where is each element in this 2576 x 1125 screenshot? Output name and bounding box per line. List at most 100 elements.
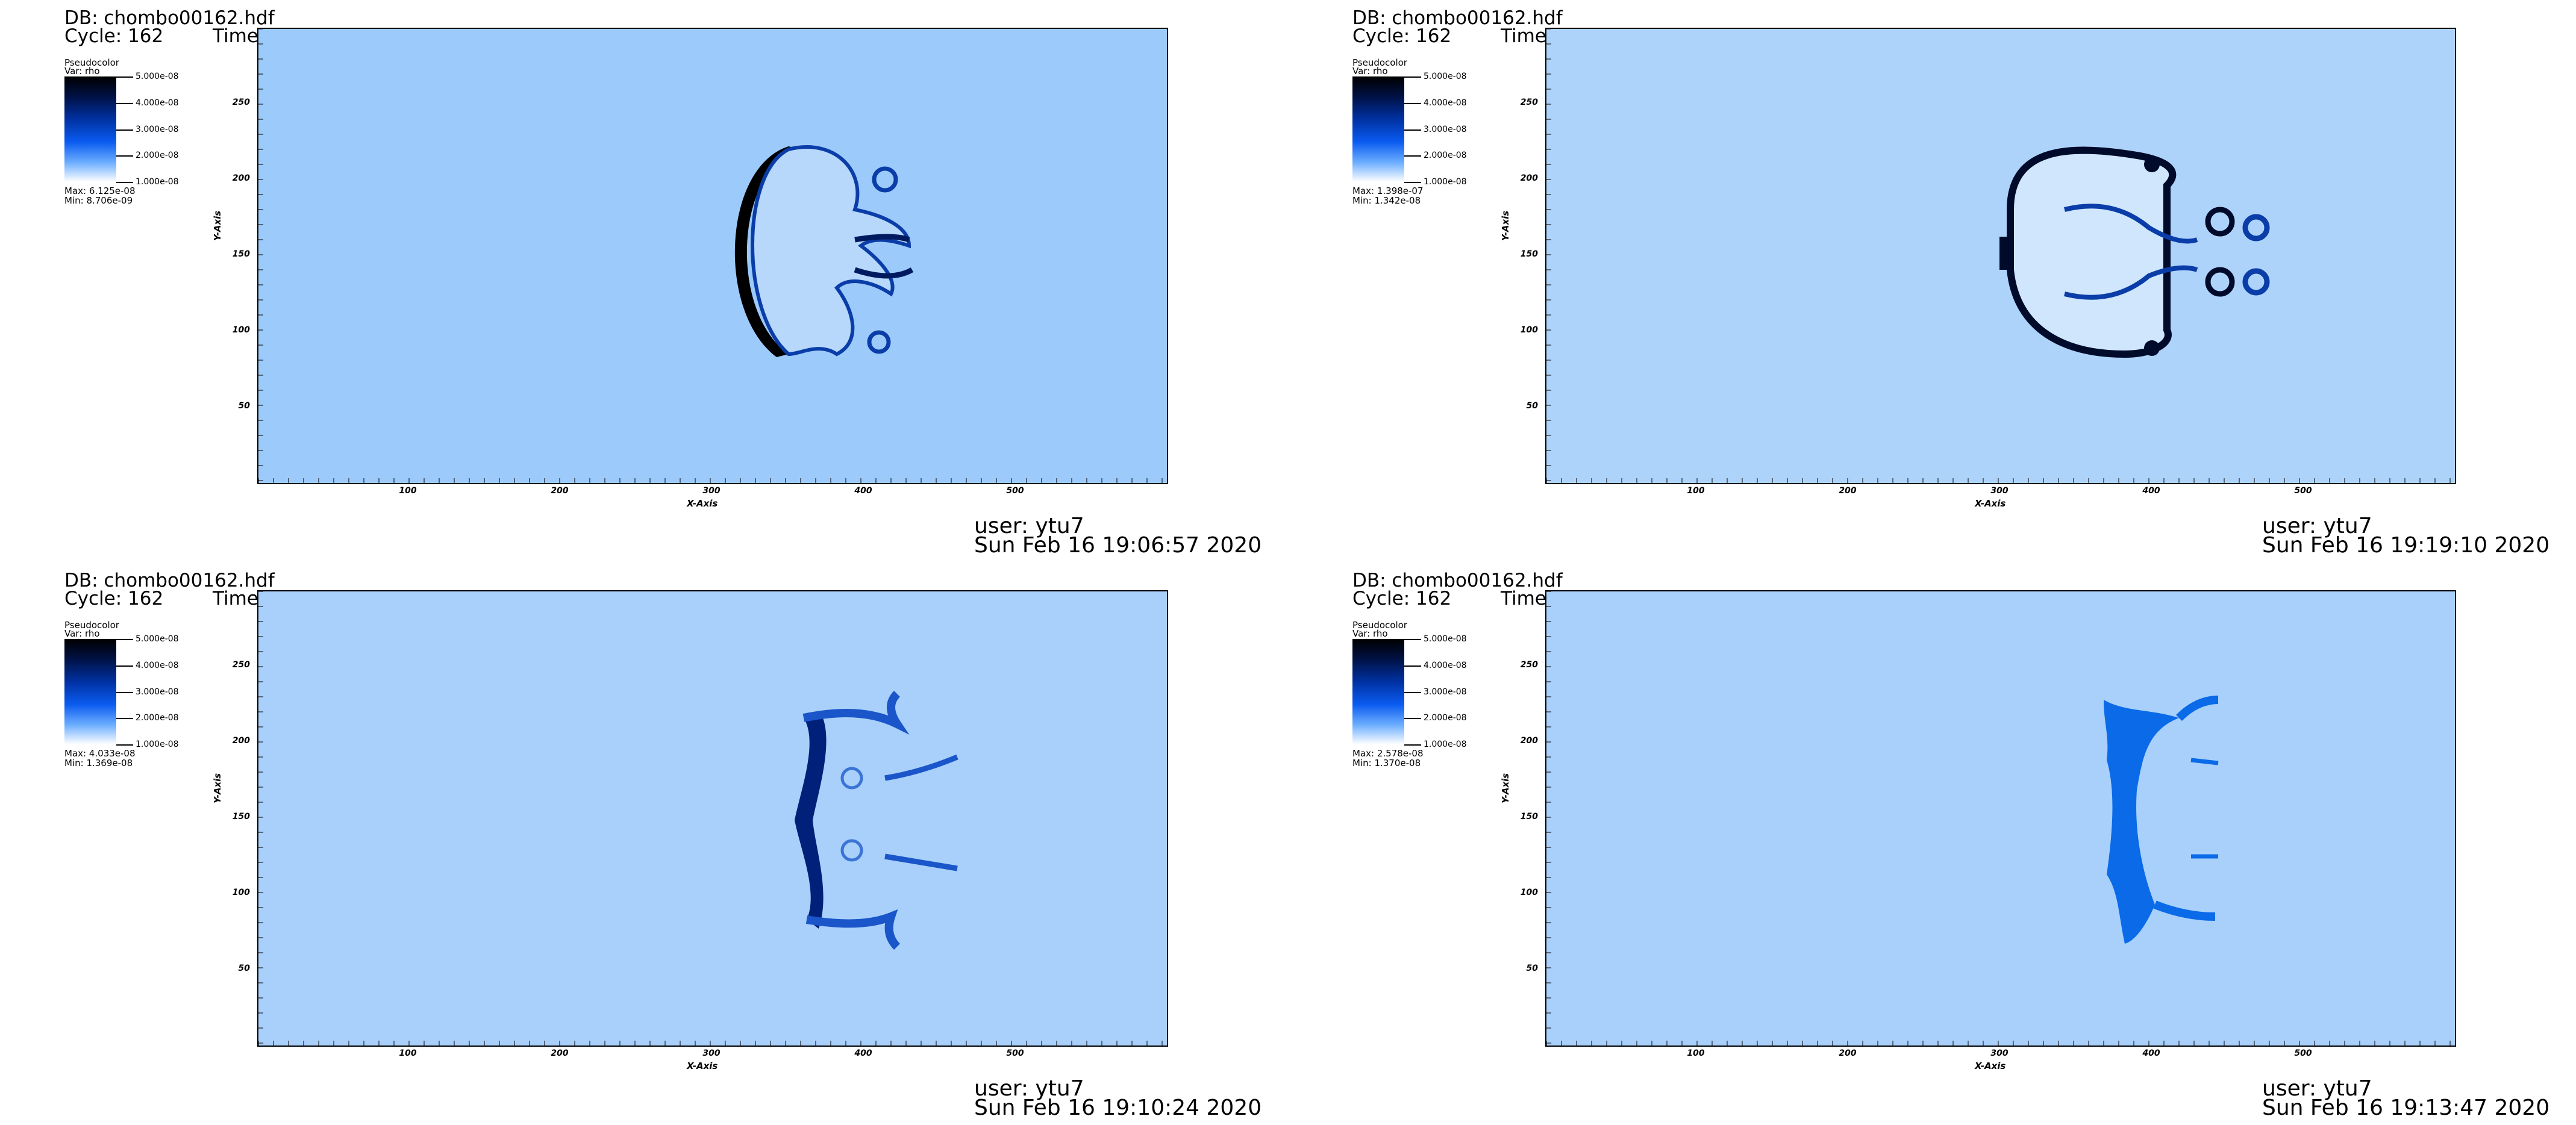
x-axis-label: X-Axis — [687, 1061, 718, 1071]
legend-tick — [116, 129, 133, 131]
y-tick-label: 100 — [232, 888, 250, 897]
y-tick-label: 100 — [232, 325, 250, 335]
legend-tick-label: 2.000e-08 — [1424, 713, 1467, 723]
x-axis-label: X-Axis — [1975, 1061, 2006, 1071]
colorbar — [64, 639, 116, 744]
legend-tick-label: 4.000e-08 — [1424, 98, 1467, 108]
user-label: user: ytu7 — [974, 514, 1084, 538]
legend-tick-label: 3.000e-08 — [1424, 124, 1467, 134]
density-field — [1546, 29, 2451, 483]
legend-tick — [116, 691, 133, 693]
y-tick-label: 150 — [232, 812, 250, 821]
date-label: Sun Feb 16 19:19:10 2020 — [2262, 533, 2550, 558]
x-tick-label: 400 — [854, 1049, 872, 1058]
legend-tick — [1404, 639, 1421, 640]
user-label: user: ytu7 — [2262, 1076, 2372, 1101]
x-tick-label: 300 — [1990, 1049, 2009, 1058]
legend-tick-label: 3.000e-08 — [136, 124, 179, 134]
x-tick-label: 300 — [702, 1049, 721, 1058]
legend-tick — [1404, 665, 1421, 667]
y-tick-label: 200 — [232, 173, 250, 183]
plot-area — [1545, 590, 2456, 1047]
y-tick-label: 100 — [1520, 325, 1538, 335]
legend-tick — [116, 76, 133, 78]
legend-tick — [1404, 76, 1421, 78]
legend-tick-label: 2.000e-08 — [136, 713, 179, 723]
legend-tick — [116, 665, 133, 667]
y-tick-label: 200 — [1520, 173, 1538, 183]
cycle-label: Cycle: 162 — [1352, 25, 1452, 47]
x-tick-label: 500 — [1006, 486, 1024, 496]
y-axis-label: Y-Axis — [1500, 210, 1511, 241]
legend-max: Max: 1.398e-07 — [1352, 185, 1424, 196]
y-tick-label: 150 — [232, 249, 250, 259]
y-tick-label: 250 — [232, 98, 250, 107]
legend-min: Min: 8.706e-09 — [64, 195, 133, 206]
y-axis-label: Y-Axis — [212, 773, 223, 803]
x-tick-label: 500 — [1006, 1049, 1024, 1058]
y-tick-label: 200 — [1520, 736, 1538, 746]
plot-area — [257, 28, 1168, 484]
legend-tick-label: 2.000e-08 — [136, 151, 179, 161]
x-tick-label: 200 — [1839, 486, 1857, 496]
x-tick-label: 400 — [2142, 1049, 2160, 1058]
cycle-label: Cycle: 162 — [1352, 588, 1452, 609]
legend-max: Max: 2.578e-08 — [1352, 748, 1424, 759]
legend-tick — [1404, 102, 1421, 104]
x-axis-label: X-Axis — [687, 498, 718, 509]
legend-tick — [116, 182, 133, 183]
density-field — [258, 29, 1163, 483]
legend-tick — [116, 102, 133, 104]
legend-tick — [1404, 691, 1421, 693]
y-tick-label: 100 — [1520, 888, 1538, 897]
cycle-label: Cycle: 162 — [64, 25, 164, 47]
legend-var: Var: rho — [64, 66, 100, 76]
density-field — [1546, 591, 2451, 1046]
x-tick-label: 100 — [399, 1049, 417, 1058]
legend-tick-label: 1.000e-08 — [136, 740, 179, 749]
y-tick-label: 50 — [238, 401, 250, 411]
legend-type: Pseudocolor — [1352, 620, 1407, 631]
date-label: Sun Feb 16 19:13:47 2020 — [2262, 1095, 2550, 1120]
db-label: DB: chombo00162.hdf — [64, 570, 275, 591]
x-tick-label: 400 — [2142, 486, 2160, 496]
y-tick-label: 250 — [1520, 660, 1538, 670]
legend-tick-label: 5.000e-08 — [1424, 634, 1467, 644]
legend-tick-label: 2.000e-08 — [1424, 151, 1467, 161]
x-tick-label: 200 — [1839, 1049, 1857, 1058]
x-tick-label: 100 — [1687, 486, 1705, 496]
legend-tick — [1404, 129, 1421, 131]
legend-tick — [1404, 182, 1421, 183]
legend-tick — [1404, 718, 1421, 720]
db-label: DB: chombo00162.hdf — [1352, 7, 1563, 29]
legend-tick — [116, 639, 133, 640]
y-tick-label: 50 — [1526, 401, 1538, 411]
legend-var: Var: rho — [1352, 66, 1388, 76]
y-tick-label: 150 — [1520, 812, 1538, 821]
x-tick-label: 200 — [551, 1049, 569, 1058]
x-tick-label: 200 — [551, 486, 569, 496]
legend-tick-label: 5.000e-08 — [1424, 72, 1467, 81]
legend-type: Pseudocolor — [1352, 57, 1407, 68]
legend-var: Var: rho — [64, 628, 100, 639]
y-axis-label: Y-Axis — [1500, 773, 1511, 803]
legend-tick-label: 3.000e-08 — [136, 687, 179, 697]
legend-min: Min: 1.342e-08 — [1352, 195, 1421, 206]
legend-max: Max: 4.033e-08 — [64, 748, 136, 759]
legend-tick — [1404, 155, 1421, 157]
legend-var: Var: rho — [1352, 628, 1388, 639]
legend-min: Min: 1.369e-08 — [64, 758, 133, 768]
x-tick-label: 300 — [702, 486, 721, 496]
legend-tick — [116, 744, 133, 746]
y-tick-label: 200 — [232, 736, 250, 746]
legend-tick-label: 1.000e-08 — [1424, 740, 1467, 749]
legend-type: Pseudocolor — [64, 57, 119, 68]
legend-tick-label: 4.000e-08 — [1424, 660, 1467, 670]
legend-tick-label: 1.000e-08 — [1424, 177, 1467, 187]
colorbar — [64, 76, 116, 182]
legend-tick-label: 4.000e-08 — [136, 98, 179, 108]
y-tick-label: 250 — [1520, 98, 1538, 107]
